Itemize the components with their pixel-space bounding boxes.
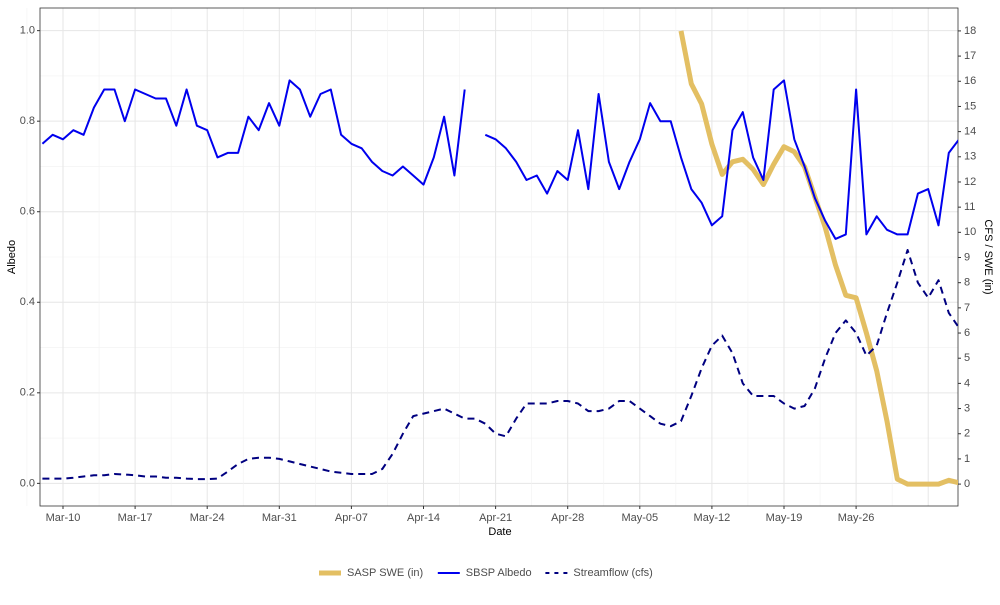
y2-tick-label: 3 (964, 402, 970, 414)
y2-tick-label: 15 (964, 100, 976, 112)
y2-tick-label: 17 (964, 50, 976, 62)
series-line (42, 249, 958, 481)
x-tick-label: May-19 (766, 512, 803, 524)
y-tick-label: 0.2 (20, 387, 35, 399)
x-tick-label: Apr-07 (335, 512, 368, 524)
x-tick-label: Mar-10 (46, 512, 81, 524)
y2-tick-label: 8 (964, 277, 970, 289)
y2-tick-label: 7 (964, 302, 970, 314)
y2-tick-label: 1 (964, 453, 970, 465)
x-tick-label: Apr-21 (479, 512, 512, 524)
x-tick-label: May-26 (838, 512, 875, 524)
legend-label: SASP SWE (in) (347, 567, 423, 579)
plot-border (39, 7, 959, 507)
x-tick-label: Mar-24 (190, 512, 225, 524)
y2-tick-label: 16 (964, 75, 976, 87)
y2-tick-label: 13 (964, 151, 976, 163)
y-tick-label: 0.4 (20, 296, 35, 308)
y2-tick-label: 9 (964, 251, 970, 263)
y2-tick-label: 14 (964, 126, 976, 138)
series-line (41, 79, 958, 240)
y2-tick-label: 5 (964, 352, 970, 364)
y2-tick-label: 2 (964, 428, 970, 440)
y-axis-label: Albedo (6, 240, 18, 274)
y-tick-label: 0.6 (20, 206, 35, 218)
y-tick-label: 0.0 (20, 477, 35, 489)
x-tick-label: Apr-28 (551, 512, 584, 524)
y2-tick-label: 6 (964, 327, 970, 339)
y2-tick-label: 11 (964, 201, 975, 213)
x-axis-label: Date (488, 526, 511, 538)
x-tick-label: Apr-14 (407, 512, 440, 524)
y-tick-label: 1.0 (20, 25, 35, 37)
y2-tick-label: 18 (964, 25, 976, 37)
legend-label: SBSP Albedo (466, 567, 532, 579)
y2-tick-label: 4 (964, 377, 970, 389)
y2-tick-label: 10 (964, 226, 976, 238)
x-tick-label: Mar-17 (118, 512, 153, 524)
y2-axis-label: CFS / SWE (in) (982, 219, 994, 294)
y2-tick-label: 12 (964, 176, 976, 188)
y-tick-label: 0.8 (20, 115, 35, 127)
y2-tick-label: 0 (964, 478, 970, 490)
x-tick-label: Mar-31 (262, 512, 297, 524)
legend-label: Streamflow (cfs) (573, 567, 652, 579)
x-tick-label: May-05 (621, 512, 658, 524)
x-tick-label: May-12 (694, 512, 731, 524)
